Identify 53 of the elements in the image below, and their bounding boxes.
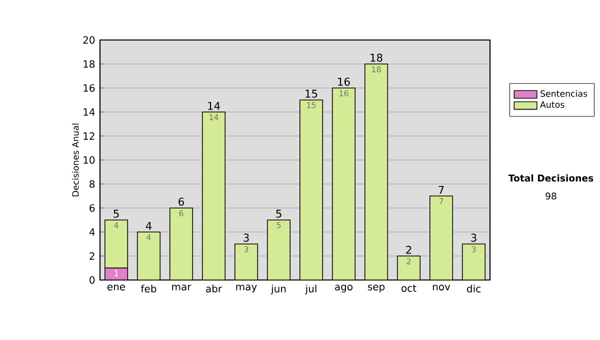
total-label: 3 (471, 234, 476, 242)
x-tick-label: sep (368, 284, 385, 292)
data-label: 3 (472, 246, 476, 252)
x-tick-label: ene (107, 284, 126, 290)
y-tick-label: 18 (84, 60, 95, 68)
total-label: 7 (438, 186, 444, 194)
y-axis-title: Decisiones Anual (72, 124, 79, 196)
data-label: 18 (372, 66, 381, 72)
data-label: 6 (179, 210, 184, 216)
total-label: 16 (338, 78, 350, 86)
total-label: 4 (146, 222, 152, 230)
data-label: 4 (114, 222, 118, 228)
text: 98 (546, 192, 556, 200)
y-tick-label: 16 (84, 84, 95, 92)
data-label: 2 (406, 258, 410, 264)
data-label: 14 (210, 114, 218, 120)
data-label: 7 (439, 198, 444, 204)
total-label: 5 (276, 210, 282, 218)
total-label: 5 (114, 210, 119, 218)
x-tick-label: feb (140, 284, 156, 292)
legend-label: Autos (540, 101, 564, 108)
total-label: 3 (244, 234, 249, 242)
total-label: 14 (208, 102, 220, 110)
x-tick-label: jun (270, 284, 286, 294)
x-tick-label: may (236, 284, 257, 292)
total-label: 18 (370, 54, 382, 62)
y-tick-label: 20 (83, 36, 95, 44)
y-tick-label: 10 (84, 156, 95, 164)
y-tick-label: 12 (84, 132, 94, 140)
y-tick-label: 4 (89, 228, 95, 236)
total-label: 2 (406, 246, 412, 254)
data-label: 3 (244, 246, 248, 252)
data-label: 5 (276, 222, 281, 228)
x-tick-label: mar (172, 284, 192, 290)
x-tick-label: dic (466, 284, 480, 292)
y-tick-label: 6 (90, 204, 95, 212)
data-label: 1 (114, 270, 118, 276)
x-tick-label: oct (402, 284, 416, 292)
y-tick-label: 2 (90, 252, 94, 260)
total-label: 15 (306, 90, 318, 98)
text: Total Decisiones (508, 174, 594, 182)
data-label: 4 (146, 234, 151, 240)
data-label: 15 (307, 102, 316, 108)
y-tick-label: 8 (90, 180, 95, 188)
x-tick-label: nov (432, 284, 450, 290)
legend-label: Sentencias (540, 90, 588, 97)
y-tick-label: 14 (84, 108, 95, 116)
x-tick-label: jul (305, 284, 316, 294)
y-tick-label: 0 (90, 276, 95, 284)
data-label: 16 (340, 90, 348, 96)
x-tick-label: abr (206, 284, 222, 292)
x-tick-label: ago (335, 284, 352, 292)
total-label: 6 (178, 198, 184, 206)
